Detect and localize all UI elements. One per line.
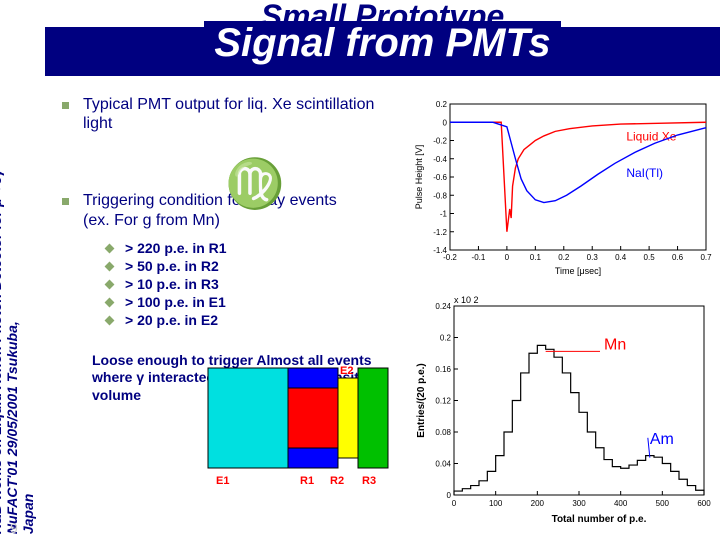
bullet-1-text: Typical PMT output for liq. Xe scintilla…: [83, 95, 392, 133]
sub-bullet-text: > 50 p.e. in R2: [125, 258, 219, 274]
slide: R&D works on Liquid Xenon Photon Detecto…: [0, 0, 720, 540]
svg-text:R1: R1: [300, 475, 314, 487]
bullet-1: Typical PMT output for liq. Xe scintilla…: [62, 95, 392, 133]
title-line2: Signal from PMTs: [204, 21, 560, 70]
svg-text:0.2: 0.2: [558, 253, 570, 262]
svg-text:E1: E1: [216, 475, 229, 487]
diamond-icon: [105, 243, 115, 253]
svg-text:NaI(Tl): NaI(Tl): [626, 166, 663, 180]
bullet-2-text: Triggering condition for γ ray events (e…: [83, 191, 337, 229]
svg-text:0.4: 0.4: [615, 253, 627, 262]
page-number: 9: [10, 520, 18, 536]
sub-bullet-text: > 10 p.e. in R3: [125, 276, 219, 292]
svg-text:300: 300: [572, 499, 586, 508]
sub-bullet-text: > 220 p.e. in R1: [125, 240, 227, 256]
pulse-chart-svg: -0.2 -0.1 0 0.1 0.2 0.3 0.4 0.5 0.6 0.7 -1.4 -1.2 -1…: [412, 96, 712, 276]
svg-text:Liquid Xe: Liquid Xe: [626, 130, 676, 144]
svg-text:0.5: 0.5: [644, 253, 656, 262]
sub-bullet-text: > 20 p.e. in E2: [125, 312, 218, 328]
svg-text:400: 400: [614, 499, 628, 508]
histogram-chart: x 10 2 0 100 200 300 400 500 600 0 0.04 0.08 0.12 0.…: [412, 290, 712, 525]
detector-svg: E1 E2 R1 R2 R3: [200, 360, 400, 495]
svg-text:0: 0: [452, 499, 457, 508]
sub-bullet: > 50 p.e. in R2: [106, 258, 392, 274]
pulse-chart: -0.2 -0.1 0 0.1 0.2 0.3 0.4 0.5 0.6 0.7 -1.4 -1.2 -1…: [412, 96, 712, 276]
detector-diagram: E1 E2 R1 R2 R3: [200, 360, 400, 495]
sub-bullet-list: > 220 p.e. in R1 > 50 p.e. in R2 > 10 p.…: [106, 240, 392, 328]
sub-bullet: > 20 p.e. in E2: [106, 312, 392, 328]
svg-text:-0.1: -0.1: [472, 253, 486, 262]
svg-text:-0.6: -0.6: [433, 173, 447, 182]
svg-text:R2: R2: [330, 475, 344, 487]
svg-text:500: 500: [656, 499, 670, 508]
svg-text:0: 0: [505, 253, 510, 262]
svg-text:-0.2: -0.2: [433, 137, 447, 146]
bullet-icon: [62, 102, 69, 109]
sub-bullet: > 100 p.e. in E1: [106, 294, 392, 310]
symbol-glyph: ♍: [225, 155, 285, 212]
svg-text:0.08: 0.08: [435, 428, 451, 437]
title: Small Prototype Signal from PMTs: [45, 0, 720, 90]
sub-bullet: > 220 p.e. in R1: [106, 240, 392, 256]
sidebar-line2: NuFACT'01 29/05/2001 Tsukuba,: [4, 321, 20, 534]
svg-text:0.3: 0.3: [587, 253, 599, 262]
svg-text:Time [μsec]: Time [μsec]: [555, 266, 601, 276]
diamond-icon: [105, 297, 115, 307]
svg-text:600: 600: [697, 499, 711, 508]
svg-text:0.04: 0.04: [435, 460, 451, 469]
svg-text:0.12: 0.12: [435, 397, 451, 406]
diamond-icon: [105, 315, 115, 325]
svg-text:0: 0: [447, 491, 452, 500]
svg-text:0.6: 0.6: [672, 253, 684, 262]
svg-text:0.2: 0.2: [440, 334, 452, 343]
svg-text:0: 0: [443, 118, 448, 127]
diamond-icon: [105, 261, 115, 271]
svg-text:E2: E2: [340, 365, 353, 377]
sidebar: R&D works on Liquid Xenon Photon Detecto…: [0, 0, 40, 540]
svg-text:x 10 2: x 10 2: [454, 295, 479, 305]
svg-text:Total number of p.e.: Total number of p.e.: [552, 514, 647, 525]
svg-text:0.24: 0.24: [435, 302, 451, 311]
svg-text:0.7: 0.7: [700, 253, 712, 262]
bullet-icon: [62, 198, 69, 205]
sub-bullet-text: > 100 p.e. in E1: [125, 294, 226, 310]
svg-text:200: 200: [531, 499, 545, 508]
svg-text:Pulse Height [V]: Pulse Height [V]: [414, 145, 424, 210]
svg-text:Entries/(20 p.e.): Entries/(20 p.e.): [416, 363, 427, 437]
svg-text:0.2: 0.2: [436, 100, 448, 109]
sub-bullet: > 10 p.e. in R3: [106, 276, 392, 292]
histogram-svg: x 10 2 0 100 200 300 400 500 600 0 0.04 0.08 0.12 0.…: [412, 290, 712, 525]
svg-text:-0.8: -0.8: [433, 191, 447, 200]
diamond-icon: [105, 279, 115, 289]
svg-text:-1.4: -1.4: [433, 246, 447, 255]
svg-text:Mn: Mn: [604, 336, 626, 353]
sidebar-text: R&D works on Liquid Xenon Photon Detecto…: [0, 14, 36, 534]
svg-text:0.1: 0.1: [530, 253, 542, 262]
svg-text:-1: -1: [440, 210, 448, 219]
svg-text:R3: R3: [362, 475, 376, 487]
svg-text:0.16: 0.16: [435, 365, 451, 374]
sidebar-line3: Japan: [20, 494, 36, 534]
svg-text:100: 100: [489, 499, 503, 508]
svg-text:-1.2: -1.2: [433, 228, 447, 237]
content: Typical PMT output for liq. Xe scintilla…: [62, 95, 392, 404]
svg-text:-0.4: -0.4: [433, 155, 447, 164]
svg-text:Am: Am: [650, 431, 674, 448]
